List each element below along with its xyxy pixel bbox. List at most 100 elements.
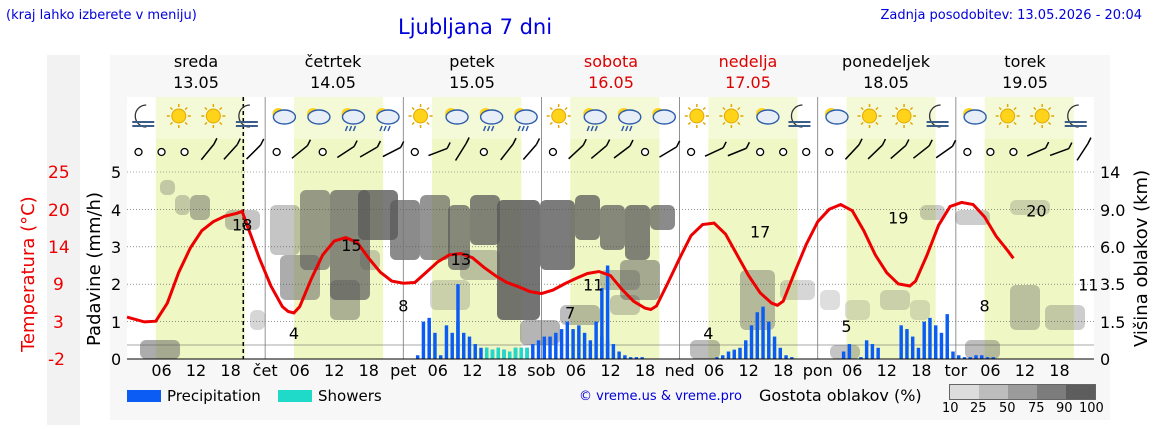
cloud-icon: [445, 108, 469, 125]
precip-bar: [427, 317, 431, 359]
x-tick-label: 06: [151, 361, 172, 380]
cloud-cover-area: [470, 195, 500, 245]
x-tick-label: 12: [185, 361, 207, 380]
precip-tick: 3: [111, 238, 122, 257]
rain-icon: [617, 108, 642, 132]
x-tick-label: pet: [390, 361, 417, 380]
moon-icon: [1064, 104, 1087, 128]
cloud-cover-area: [140, 340, 180, 359]
x-tick-label: 18: [220, 361, 241, 380]
showers-bar: [496, 347, 500, 359]
precip-bar: [588, 340, 593, 359]
sun-icon: [892, 104, 917, 128]
temperature-label: 8: [398, 296, 408, 315]
wind-barb-icon: [935, 139, 957, 159]
wind-barb-icon: [223, 138, 241, 160]
cloud-cover-area: [1010, 285, 1040, 330]
showers-bar: [508, 351, 512, 359]
sun-icon: [719, 104, 744, 128]
cloud-cover-area: [330, 280, 360, 320]
cloud-cover-area: [845, 300, 870, 320]
precip-tick: 4: [111, 201, 122, 220]
temperature-label: 13: [451, 250, 471, 269]
daylight-band: [155, 97, 245, 359]
precip-bar: [438, 355, 443, 359]
wind-barb-icon: [844, 138, 863, 160]
x-tick-label: tor: [944, 361, 968, 380]
cloud-cover-area: [575, 195, 600, 240]
precip-bar: [456, 284, 460, 359]
cloud-icon: [963, 108, 987, 125]
sun-icon: [546, 104, 571, 128]
precip-bar: [536, 340, 541, 359]
cloud-cover-area: [1045, 305, 1085, 330]
precip-bar: [628, 357, 633, 359]
precip-bar: [928, 317, 932, 359]
x-tick-label: 06: [842, 361, 863, 380]
precip-bar: [859, 357, 863, 359]
wind-barb-icon: [590, 139, 611, 160]
cloud-tick: 1.5: [1100, 313, 1126, 332]
wind-barb-icon: [454, 137, 470, 161]
precip-bar: [600, 287, 604, 359]
calm-wind-icon: [134, 147, 143, 157]
temperature-label: 17: [750, 222, 770, 241]
precip-bar: [450, 332, 454, 359]
wind-barb-icon: [500, 137, 517, 161]
precip-bar: [531, 344, 535, 359]
day-name: nedelja: [718, 52, 778, 71]
precip-bar: [864, 340, 869, 359]
density-label: 75: [1028, 401, 1045, 416]
precip-bar: [479, 347, 483, 359]
temperature-label: 15: [341, 236, 361, 255]
precip-bar: [640, 357, 644, 359]
temp-tick: -2: [48, 350, 65, 370]
precip-bar: [841, 351, 846, 359]
daylight-band: [984, 97, 1074, 359]
showers-bar: [485, 347, 489, 359]
copyright-credit: © vreme.us & vreme.pro: [579, 389, 742, 404]
temperature-line: [126, 200, 1015, 324]
precip-bar: [962, 357, 967, 359]
cloud-cover-area: [560, 305, 600, 325]
cloud-icon: [306, 108, 331, 125]
day-name: četrtek: [304, 52, 362, 71]
showers-legend-swatch: [278, 390, 312, 402]
wind-barb-icon: [428, 142, 451, 157]
precip-bar: [634, 357, 639, 359]
precip-bar: [421, 321, 426, 359]
wind-barb-icon: [1026, 141, 1050, 157]
precip-bar: [767, 321, 771, 359]
wind-barb-icon: [568, 138, 587, 160]
x-tick-label: 12: [1014, 361, 1036, 380]
cloud-cover-area: [190, 195, 210, 220]
precip-bar: [473, 344, 477, 359]
sun-icon: [857, 104, 882, 128]
precip-bar: [910, 336, 915, 359]
wind-barb-icon: [727, 141, 751, 157]
day-name: sreda: [173, 52, 219, 71]
rain-icon: [583, 108, 607, 132]
temp-tick: 25: [48, 163, 70, 183]
wind-barb-icon: [291, 139, 312, 159]
precip-legend-label: Precipitation: [167, 387, 261, 405]
cloud-density-legend-title: Gostota oblakov (%): [759, 386, 922, 405]
precip-legend-swatch: [127, 390, 161, 402]
x-tick-label: 18: [1049, 361, 1070, 380]
day-name: petek: [449, 52, 495, 71]
x-tick-label: ned: [664, 361, 695, 380]
precip-bar: [905, 329, 909, 359]
cloud-cover-area: [270, 205, 300, 255]
wind-barb-icon: [200, 137, 218, 161]
day-date: 14.05: [310, 73, 356, 92]
precip-bar: [461, 332, 466, 359]
daylight-band: [708, 97, 798, 359]
region-hint: (kraj lahko izberete v meniju): [6, 8, 197, 23]
precip-bar: [933, 325, 938, 359]
x-tick-label: 18: [358, 361, 379, 380]
showers-bar: [519, 347, 524, 359]
precip-bar: [559, 329, 564, 359]
cloud-cover-area: [910, 300, 930, 320]
wind-barb-icon: [1076, 137, 1092, 161]
day-name: torek: [1004, 52, 1046, 71]
